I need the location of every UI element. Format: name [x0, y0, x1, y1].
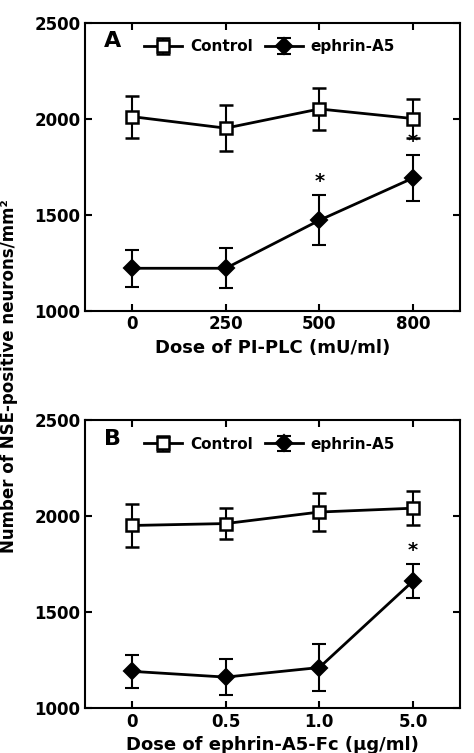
- Legend: Control, ephrin-A5: Control, ephrin-A5: [138, 431, 401, 458]
- Text: A: A: [104, 31, 121, 51]
- X-axis label: Dose of PI-PLC (mU/ml): Dose of PI-PLC (mU/ml): [155, 339, 390, 357]
- Text: Number of NSE-positive neurons/mm²: Number of NSE-positive neurons/mm²: [0, 200, 18, 553]
- Text: *: *: [408, 541, 418, 560]
- Legend: Control, ephrin-A5: Control, ephrin-A5: [138, 33, 401, 60]
- X-axis label: Dose of ephrin-A5-Fc (μg/ml): Dose of ephrin-A5-Fc (μg/ml): [126, 736, 419, 753]
- Text: B: B: [104, 428, 121, 449]
- Text: *: *: [314, 172, 324, 191]
- Text: *: *: [408, 133, 418, 151]
